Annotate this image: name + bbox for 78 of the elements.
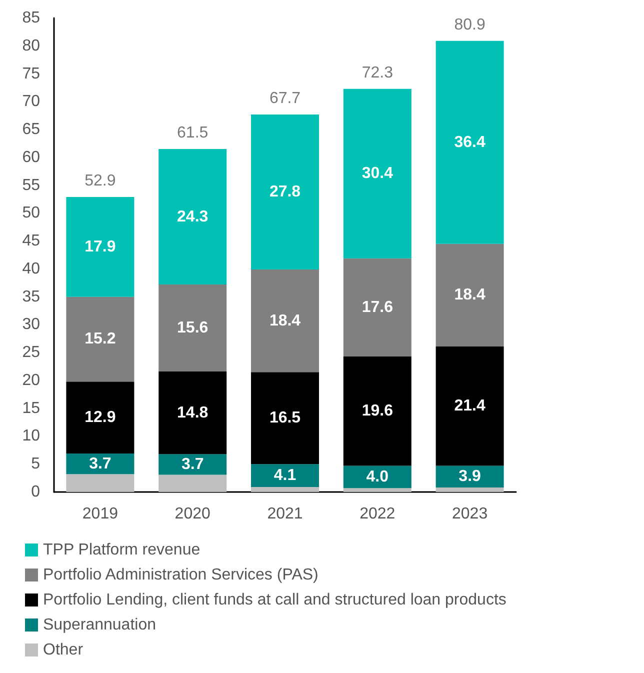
bar (66, 382, 134, 454)
y-tick-label: 10 (22, 428, 40, 445)
data-label: 14.8 (177, 404, 208, 422)
data-label: 17.9 (84, 238, 116, 256)
x-tick-label: 2020 (174, 506, 210, 522)
bar (436, 40, 504, 244)
x-tick-label: 2021 (267, 506, 303, 522)
bar (436, 346, 504, 466)
y-tick-label: 0 (31, 484, 40, 500)
total-label: 72.3 (362, 64, 394, 82)
data-label: 21.4 (454, 398, 486, 415)
bar (343, 88, 412, 258)
bar (436, 244, 504, 346)
total-label: 67.7 (269, 90, 301, 107)
bar (158, 454, 227, 475)
y-tick-label: 75 (22, 65, 40, 82)
y-tick-label: 5 (31, 456, 40, 473)
bar (158, 149, 227, 285)
bar (251, 464, 319, 487)
bar (158, 372, 227, 454)
y-tick-label: 30 (22, 316, 40, 334)
bar (251, 114, 319, 270)
data-label: 16.5 (269, 410, 301, 427)
data-label: 27.8 (269, 183, 301, 200)
bar (251, 372, 319, 464)
bar (66, 296, 134, 382)
bar (66, 454, 134, 474)
legend-label: Other (43, 642, 84, 658)
y-tick-label: 20 (22, 372, 40, 389)
bar (251, 486, 319, 492)
data-label: 3.7 (89, 455, 112, 472)
data-label: 4.0 (366, 468, 389, 486)
total-label: 52.9 (84, 172, 116, 190)
bar (66, 474, 134, 492)
data-label: 15.6 (177, 320, 208, 337)
legend-label: Portfolio Administration Services (PAS) (43, 566, 318, 584)
data-label: 18.4 (454, 286, 486, 304)
data-label: 15.2 (84, 330, 116, 348)
data-label: 36.4 (454, 134, 486, 151)
y-tick-label: 85 (22, 10, 40, 26)
bar (158, 474, 227, 492)
y-tick-label: 60 (22, 148, 40, 166)
data-label: 4.1 (274, 467, 296, 484)
bar (343, 258, 412, 356)
bar (158, 284, 227, 372)
data-label: 12.9 (84, 409, 116, 426)
bar (251, 270, 319, 372)
bar (436, 488, 504, 492)
total-label: 61.5 (177, 124, 208, 142)
data-label: 3.9 (458, 468, 482, 486)
legend-label: Portfolio Lending, client funds at call and structured loan products (43, 592, 506, 608)
bar (343, 488, 412, 492)
y-tick-label: 50 (22, 204, 40, 222)
legend-label: TPP Platform revenue (43, 542, 200, 558)
x-tick-label: 2019 (82, 506, 118, 522)
legend-label: Superannuation (43, 616, 156, 634)
bar (66, 197, 134, 297)
y-tick-label: 70 (22, 93, 40, 110)
y-tick-label: 45 (22, 232, 40, 250)
y-tick-label: 55 (22, 176, 40, 194)
data-label: 18.4 (269, 312, 301, 330)
data-label: 17.6 (362, 298, 394, 316)
data-label: 19.6 (362, 402, 394, 420)
data-label: 24.3 (177, 208, 208, 226)
y-tick-label: 35 (22, 288, 40, 306)
x-tick-label: 2023 (452, 506, 488, 522)
x-tick-label: 2022 (360, 506, 396, 522)
bar (436, 466, 504, 488)
bar (343, 356, 412, 466)
bar (343, 466, 412, 488)
data-label: 3.7 (181, 456, 204, 473)
y-tick-label: 65 (22, 121, 40, 138)
y-tick-label: 40 (22, 260, 40, 278)
y-tick-label: 15 (22, 400, 40, 417)
y-tick-label: 80 (22, 37, 40, 54)
y-tick-label: 25 (22, 344, 40, 362)
total-label: 80.9 (454, 16, 486, 34)
data-label: 30.4 (362, 165, 394, 182)
